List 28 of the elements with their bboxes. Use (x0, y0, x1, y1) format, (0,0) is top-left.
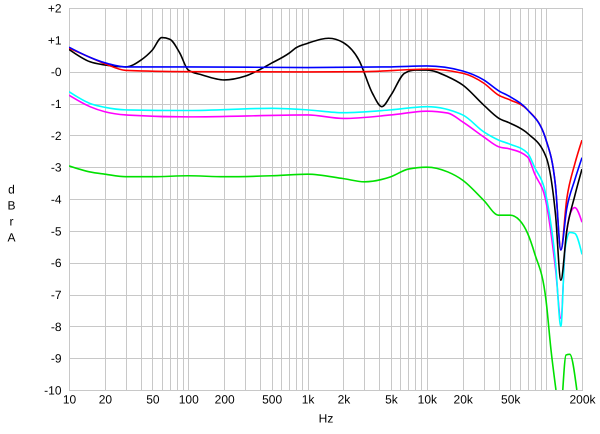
x-tick-label: 2k (338, 392, 352, 406)
x-axis-title: Hz (318, 412, 334, 426)
y-tick-label: -4 (50, 192, 62, 206)
x-tick-label: 5k (385, 392, 399, 406)
y-tick-label: -10 (44, 384, 62, 398)
y-tick-label: -5 (50, 224, 62, 238)
x-tick-label: 50 (146, 392, 160, 406)
x-tick-label: 200 (214, 392, 236, 406)
x-tick-label: 20 (98, 392, 112, 406)
x-tick-label: 50k (501, 392, 522, 406)
x-tick-label: 20k (454, 392, 474, 406)
x-tick-label: 10 (62, 392, 76, 406)
x-tick-label: 500 (262, 392, 282, 406)
y-tick-label: -1 (50, 97, 62, 111)
y-tick-label: -0 (50, 65, 62, 80)
y-tick-label: -2 (50, 128, 62, 143)
x-tick-label: 100 (178, 392, 200, 406)
y-axis-title: dBr A (7, 182, 16, 244)
y-tick-label: -3 (50, 160, 62, 175)
x-tick-label: 10k (418, 392, 438, 406)
x-tick-label: 1k (302, 392, 316, 406)
y-tick-label: +1 (48, 33, 62, 48)
y-tick-label: -8 (50, 320, 62, 334)
x-tick-label: 200k (569, 392, 597, 406)
y-tick-label: +2 (48, 2, 62, 16)
y-tick-label: -9 (50, 352, 62, 366)
y-tick-label: -6 (50, 256, 62, 270)
y-tick-label: -7 (50, 288, 62, 302)
